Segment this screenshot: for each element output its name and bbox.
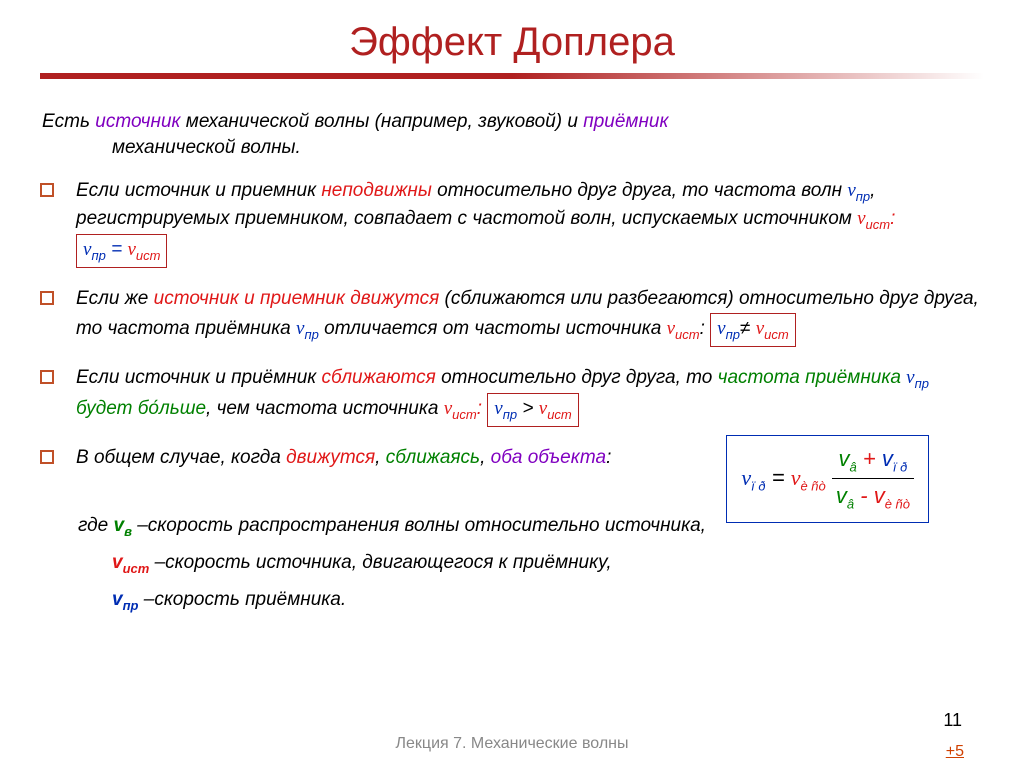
text-red: сближаются — [322, 367, 436, 388]
text: : — [477, 398, 488, 419]
nu: ν — [741, 465, 751, 490]
v: v — [112, 552, 123, 573]
where-block: где vв –скорость распространения волны о… — [40, 511, 984, 616]
sub: ï ð — [893, 459, 907, 474]
sub: ист — [675, 327, 700, 342]
nu: ν — [127, 239, 135, 260]
intro-paragraph: Есть источник механической волны (наприм… — [40, 109, 984, 160]
sub: ист — [452, 407, 477, 422]
title-underline — [40, 73, 984, 79]
nu-ist: ν — [857, 208, 865, 229]
bullet-icon — [40, 450, 54, 464]
sub: ист — [866, 217, 891, 232]
sub: ист — [123, 561, 150, 576]
formula-box-3: νпр > νист — [487, 393, 578, 427]
sub: ï ð — [751, 478, 765, 493]
gt: > — [517, 398, 539, 419]
text: отличается от частоты источника — [319, 318, 667, 339]
text: механической волны. — [42, 135, 984, 161]
text-red: движутся — [286, 447, 375, 468]
nu: ν — [494, 398, 502, 419]
plus5-link[interactable]: +5 — [946, 743, 964, 761]
nu-pr: ν — [906, 367, 914, 388]
text: : — [606, 447, 611, 468]
text: Если источник и приемник — [76, 180, 321, 201]
slide-title: Эффект Доплера — [40, 20, 984, 65]
text-green: сближаясь — [386, 447, 480, 468]
sub: è ñò — [800, 478, 825, 493]
bullet-3: Если источник и приёмник сближаются отно… — [40, 365, 984, 427]
formula-box-1: νпр = νист — [76, 234, 167, 268]
sub: в — [124, 524, 132, 539]
text: : — [700, 318, 711, 339]
text: –скорость распространения волны относите… — [132, 515, 706, 536]
text-purple: оба объекта — [491, 447, 606, 468]
fraction: vâ + vï ð vâ - vè ñò — [832, 444, 914, 514]
text: относительно друг друга, то частота волн — [432, 180, 847, 201]
sub: è ñò — [885, 497, 910, 512]
formula-box-2: νпр≠ νист — [710, 313, 796, 347]
nu: ν — [791, 465, 801, 490]
nu: ν — [717, 318, 725, 339]
sub: пр — [91, 248, 105, 263]
bullet-icon — [40, 291, 54, 305]
text: : — [890, 208, 895, 229]
text-green: будет бо́льше — [76, 398, 206, 419]
sub: ист — [764, 327, 789, 342]
main-formula: νï ð = νè ñò vâ + vï ð vâ - vè ñò — [726, 435, 929, 523]
page-number: 11 — [943, 710, 962, 731]
text-red: неподвижны — [321, 180, 432, 201]
nu-ist: ν — [667, 318, 675, 339]
sub: пр — [503, 407, 517, 422]
sub: пр — [915, 376, 929, 391]
plus: + — [857, 446, 882, 471]
v: v — [839, 446, 850, 471]
text: механической волны (например, звуковой) … — [181, 111, 584, 132]
bullet-icon — [40, 183, 54, 197]
text-green: частота приёмника — [718, 367, 907, 388]
text: , — [375, 447, 386, 468]
text: –скорость приёмника. — [138, 589, 346, 610]
minus: - — [854, 483, 874, 508]
sub: ист — [136, 248, 161, 263]
bullet-4: В общем случае, когда движутся, сближаяс… — [40, 445, 984, 472]
nu: ν — [756, 318, 764, 339]
nu-pr: ν — [847, 180, 855, 201]
v: v — [882, 446, 893, 471]
eq: = — [106, 239, 128, 260]
text: где — [78, 515, 114, 536]
text-highlight: приёмник — [583, 111, 668, 132]
text-red: источник и приемник движутся — [154, 288, 440, 309]
text: относительно друг друга, то — [436, 367, 718, 388]
ne: ≠ — [740, 318, 756, 339]
bullet-1: Если источник и приемник неподвижны отно… — [40, 178, 984, 268]
text-highlight: источник — [95, 111, 180, 132]
sub: â — [850, 459, 857, 474]
sub: пр — [726, 327, 740, 342]
text: В общем случае, когда — [76, 447, 286, 468]
v: v — [114, 515, 125, 536]
text: Есть — [42, 111, 95, 132]
text: Если источник и приёмник — [76, 367, 322, 388]
bullet-2: Если же источник и приемник движутся (сб… — [40, 286, 984, 347]
text: , — [480, 447, 491, 468]
eq: = — [766, 465, 791, 490]
v: v — [112, 589, 123, 610]
v: v — [874, 483, 885, 508]
text: , чем частота источника — [206, 398, 444, 419]
sub: пр — [856, 189, 870, 204]
sub: пр — [123, 598, 139, 613]
text: –скорость источника, двигающегося к приё… — [149, 552, 611, 573]
footer-text: Лекция 7. Механические волны — [0, 735, 1024, 753]
sub: пр — [304, 327, 318, 342]
nu: ν — [539, 398, 547, 419]
sub: ист — [547, 407, 572, 422]
bullet-icon — [40, 370, 54, 384]
nu-ist: ν — [444, 398, 452, 419]
text: Если же — [76, 288, 154, 309]
v: v — [836, 483, 847, 508]
